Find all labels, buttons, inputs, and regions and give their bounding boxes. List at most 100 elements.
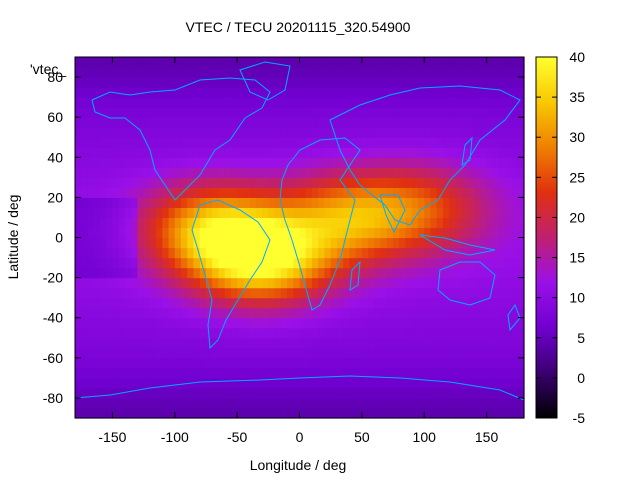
heatmap-cell bbox=[355, 187, 363, 198]
heatmap-cell bbox=[467, 407, 475, 419]
heatmap-cell bbox=[492, 247, 500, 259]
heatmap-cell bbox=[255, 57, 263, 68]
heatmap-cell bbox=[436, 397, 444, 409]
heatmap-cell bbox=[255, 77, 263, 88]
heatmap-cell bbox=[124, 57, 132, 68]
heatmap-cell bbox=[393, 117, 400, 128]
heatmap-cell bbox=[243, 237, 251, 249]
heatmap-cell bbox=[467, 217, 475, 229]
heatmap-cell bbox=[205, 407, 213, 419]
heatmap-cell bbox=[399, 327, 407, 339]
heatmap-cell bbox=[237, 297, 244, 309]
heatmap-cell bbox=[162, 207, 170, 219]
heatmap-cell bbox=[386, 407, 394, 419]
heatmap-cell bbox=[355, 407, 363, 419]
heatmap-cell bbox=[368, 347, 375, 359]
heatmap-cell bbox=[361, 117, 369, 128]
heatmap-cell bbox=[355, 57, 363, 68]
heatmap-cell bbox=[499, 287, 506, 299]
heatmap-cell bbox=[93, 57, 101, 68]
heatmap-cell bbox=[205, 227, 213, 239]
heatmap-cell bbox=[480, 397, 488, 409]
heatmap-cell bbox=[336, 367, 344, 379]
heatmap-cell bbox=[212, 87, 220, 98]
heatmap-cell bbox=[499, 187, 506, 198]
heatmap-cell bbox=[474, 327, 481, 339]
heatmap-cell bbox=[474, 197, 481, 209]
heatmap-cell bbox=[480, 177, 488, 188]
heatmap-cell bbox=[511, 217, 519, 229]
heatmap-cell bbox=[181, 297, 188, 309]
heatmap-cell bbox=[149, 317, 157, 329]
heatmap-cell bbox=[99, 137, 107, 148]
heatmap-cell bbox=[368, 267, 375, 279]
heatmap-cell bbox=[311, 197, 319, 209]
heatmap-cell bbox=[255, 317, 263, 329]
heatmap-cell bbox=[299, 327, 307, 339]
heatmap-cell bbox=[467, 87, 475, 98]
heatmap-cell bbox=[287, 377, 294, 389]
heatmap-cell bbox=[374, 237, 382, 249]
x-tick-label: 0 bbox=[296, 429, 304, 445]
heatmap-cell bbox=[492, 277, 500, 289]
heatmap-cell bbox=[486, 207, 494, 219]
heatmap-cell bbox=[87, 107, 95, 118]
heatmap-cell bbox=[243, 187, 251, 198]
heatmap-cell bbox=[486, 147, 494, 158]
heatmap-cell bbox=[230, 317, 238, 329]
heatmap-cell bbox=[386, 147, 394, 158]
heatmap-cell bbox=[249, 387, 257, 399]
heatmap-cell bbox=[405, 297, 413, 309]
heatmap-cell bbox=[467, 167, 475, 178]
heatmap-cell bbox=[106, 337, 114, 349]
heatmap-cell bbox=[149, 357, 157, 369]
heatmap-cell bbox=[505, 207, 513, 219]
heatmap-cell bbox=[386, 377, 394, 389]
heatmap-cell bbox=[262, 197, 269, 209]
heatmap-cell bbox=[205, 287, 213, 299]
heatmap-cell bbox=[212, 257, 220, 269]
heatmap-cell bbox=[511, 117, 519, 128]
heatmap-cell bbox=[280, 147, 288, 158]
heatmap-cell bbox=[386, 117, 394, 128]
heatmap-cell bbox=[355, 397, 363, 409]
heatmap-cell bbox=[343, 267, 350, 279]
heatmap-cell bbox=[305, 117, 313, 128]
heatmap-cell bbox=[305, 77, 313, 88]
heatmap-cell bbox=[486, 117, 494, 128]
heatmap-cell bbox=[255, 297, 263, 309]
heatmap-cell bbox=[455, 137, 463, 148]
heatmap-cell bbox=[436, 107, 444, 118]
heatmap-cell bbox=[168, 57, 176, 68]
heatmap-cell bbox=[280, 367, 288, 379]
heatmap-cell bbox=[399, 397, 407, 409]
heatmap-cell bbox=[174, 367, 182, 379]
heatmap-cell bbox=[505, 397, 513, 409]
heatmap-cell bbox=[480, 207, 488, 219]
heatmap-cell bbox=[349, 137, 357, 148]
heatmap-cell bbox=[343, 377, 350, 389]
heatmap-cell bbox=[449, 387, 457, 399]
heatmap-cell bbox=[224, 277, 232, 289]
heatmap-cell bbox=[212, 67, 220, 78]
heatmap-cell bbox=[237, 127, 244, 138]
heatmap-cell bbox=[474, 87, 481, 98]
heatmap-cell bbox=[449, 157, 457, 168]
heatmap-cell bbox=[174, 187, 182, 198]
heatmap-cell bbox=[499, 227, 506, 239]
heatmap-cell bbox=[517, 347, 525, 359]
heatmap-cell bbox=[87, 397, 95, 409]
heatmap-cell bbox=[237, 387, 244, 399]
heatmap-cell bbox=[218, 387, 226, 399]
heatmap-cell bbox=[336, 207, 344, 219]
heatmap-cell bbox=[455, 167, 463, 178]
heatmap-cell bbox=[411, 337, 419, 349]
heatmap-cell bbox=[149, 307, 157, 319]
heatmap-cell bbox=[168, 137, 176, 148]
heatmap-cell bbox=[336, 217, 344, 229]
heatmap-cell bbox=[474, 127, 481, 138]
heatmap-cell bbox=[168, 177, 176, 188]
heatmap-cell bbox=[380, 367, 388, 379]
heatmap-cell bbox=[461, 367, 469, 379]
heatmap-cell bbox=[274, 237, 282, 249]
